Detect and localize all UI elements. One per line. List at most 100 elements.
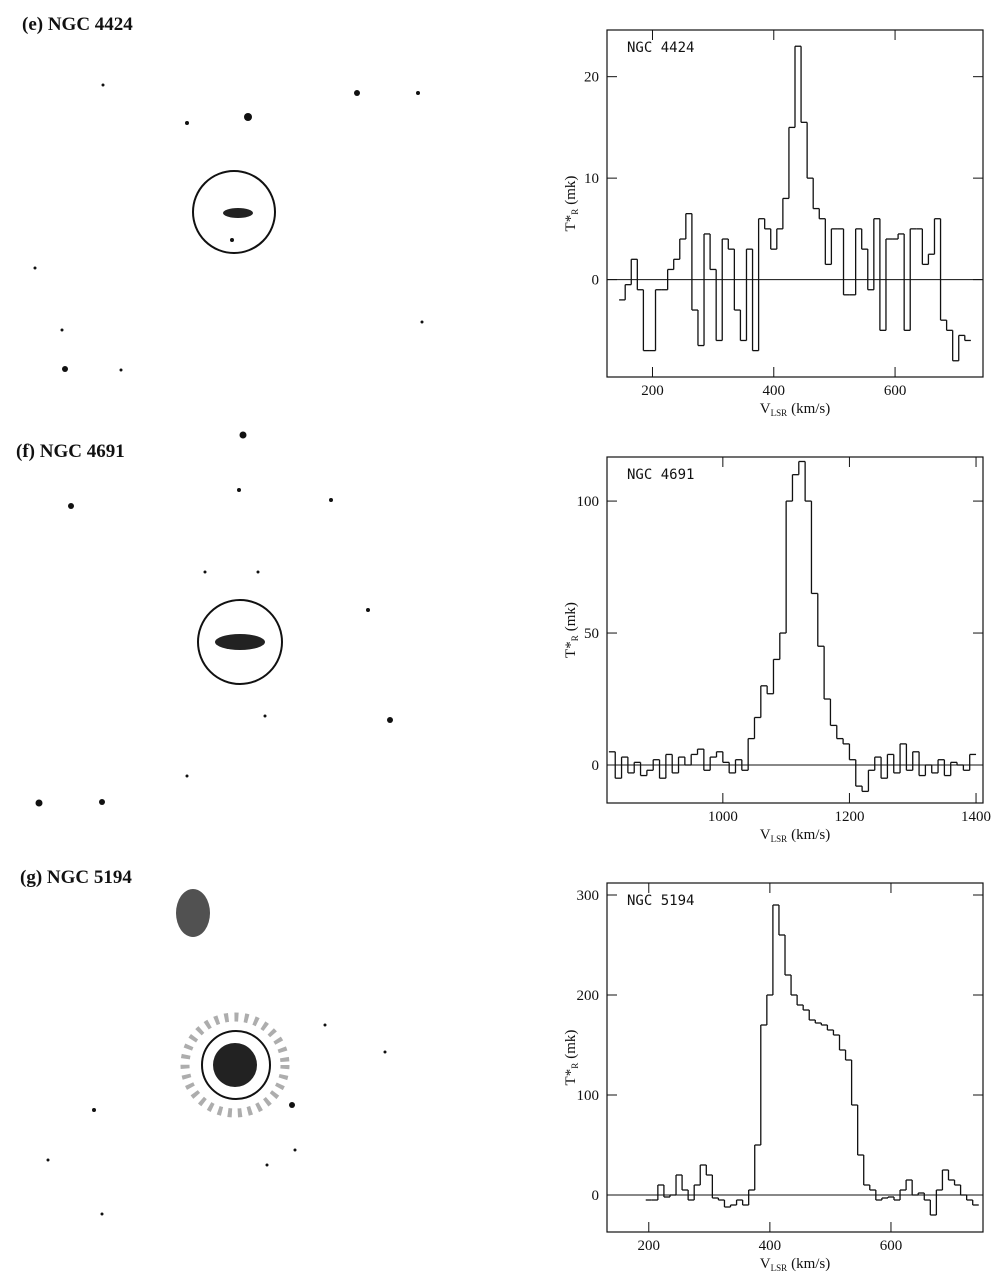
y-tick-label: 200 [577, 988, 600, 1004]
star [416, 91, 420, 95]
y-axis-label: T*R (mk) [563, 176, 580, 232]
star [46, 1158, 50, 1162]
panel-label: (g) NGC 5194 [20, 867, 132, 888]
y-tick-label: 100 [577, 1088, 600, 1104]
y-axis-label-part: T* [563, 641, 579, 658]
companion-galaxy [176, 889, 210, 937]
star [293, 1148, 297, 1152]
aperture [192, 170, 276, 254]
chart-title: NGC 5194 [627, 893, 694, 909]
step-connector [614, 461, 971, 792]
x-tick-label: 600 [880, 1238, 903, 1254]
star [60, 328, 64, 332]
spectrum-chart: (f) NGC 4691 NGC 4691 1000 1200 1400 0 50 100 VL… [16, 441, 991, 844]
y-axis-label-part: R [570, 209, 580, 215]
chart-title: NGC 4424 [627, 40, 694, 56]
y-axis-label-part: (mk) [563, 602, 579, 631]
star [239, 431, 247, 439]
y-axis-label-part: T* [563, 1069, 579, 1086]
star [289, 1102, 295, 1108]
chart-title: NGC 4691 [627, 467, 694, 483]
y-tick-label: 0 [592, 1188, 600, 1204]
x-axis-label-part: V [760, 827, 771, 843]
star [244, 113, 252, 121]
star [263, 714, 267, 718]
x-tick-label: 1400 [961, 809, 991, 825]
star [265, 1163, 269, 1167]
star [185, 121, 189, 125]
star [101, 83, 105, 87]
x-axis-label-part: LSR [771, 408, 788, 418]
star [99, 799, 105, 805]
star [323, 1023, 327, 1027]
aperture [197, 599, 283, 685]
y-tick-label: 0 [592, 758, 600, 774]
star [92, 1108, 96, 1112]
spectrum-chart: (g) NGC 5194 NGC 5194 200 400 600 0 100 200 300 V… [20, 867, 984, 1273]
star [366, 608, 370, 612]
sky-image-e [33, 83, 424, 372]
galaxy [223, 208, 253, 218]
x-axis-label: VLSR (km/s) [760, 401, 831, 418]
x-tick-label: 200 [641, 383, 664, 399]
star [203, 570, 207, 574]
star [119, 368, 123, 372]
spectrum-chart: (e) NGC 4424 NGC 4424 200 400 600 0 10 20 VLSR (k… [22, 14, 984, 418]
spiral-arms [180, 1012, 290, 1118]
galaxy-core [213, 1043, 257, 1087]
x-axis-label: VLSR (km/s) [760, 827, 831, 844]
y-axis-label-part: R [570, 635, 580, 641]
y-axis-label: T*R (mk) [563, 602, 580, 658]
plot-frame [606, 456, 984, 804]
plot-frame [606, 882, 984, 1233]
sky-image-g [46, 889, 387, 1216]
star [230, 238, 234, 242]
star [383, 1050, 387, 1054]
star [237, 488, 241, 492]
y-axis-label: T*R (mk) [563, 1030, 580, 1086]
x-axis-label-part: LSR [771, 834, 788, 844]
x-tick-label: 1200 [834, 809, 864, 825]
y-tick-label: 0 [592, 273, 600, 289]
y-axis-label-part: (mk) [563, 1030, 579, 1059]
y-tick-label: 50 [584, 626, 599, 642]
star [185, 774, 189, 778]
star [35, 799, 43, 807]
x-tick-label: 400 [759, 1238, 782, 1254]
panel-label: (f) NGC 4691 [16, 441, 125, 462]
x-axis-label-part: V [760, 1256, 771, 1272]
x-tick-label: 400 [763, 383, 786, 399]
x-axis-label: VLSR (km/s) [760, 1256, 831, 1273]
sky-image-f [35, 431, 393, 807]
star [329, 498, 333, 502]
y-axis-label-part: R [570, 1063, 580, 1069]
y-tick-label: 300 [577, 888, 600, 904]
star [387, 717, 393, 723]
star [100, 1212, 104, 1216]
star [354, 90, 360, 96]
panel-label: (e) NGC 4424 [22, 14, 133, 35]
x-axis-label-part: (km/s) [791, 401, 830, 417]
step-connector [657, 905, 974, 1215]
y-axis-label-part: (mk) [563, 176, 579, 205]
x-axis-label-part: LSR [771, 1263, 788, 1273]
star [62, 366, 68, 372]
x-axis-label-part: V [760, 401, 771, 417]
star [256, 570, 260, 574]
x-axis-label-part: (km/s) [791, 1256, 830, 1272]
y-tick-label: 10 [584, 171, 599, 187]
plot-frame [606, 29, 984, 378]
aperture [201, 1030, 271, 1100]
x-tick-label: 600 [884, 383, 907, 399]
y-axis-label-part: T* [563, 215, 579, 232]
y-tick-label: 100 [577, 494, 600, 510]
galaxy [215, 634, 265, 650]
x-tick-label: 200 [638, 1238, 661, 1254]
star [33, 266, 37, 270]
y-tick-label: 20 [584, 70, 599, 86]
x-tick-label: 1000 [708, 809, 738, 825]
star [420, 320, 424, 324]
x-axis-label-part: (km/s) [791, 827, 830, 843]
star [68, 503, 74, 509]
